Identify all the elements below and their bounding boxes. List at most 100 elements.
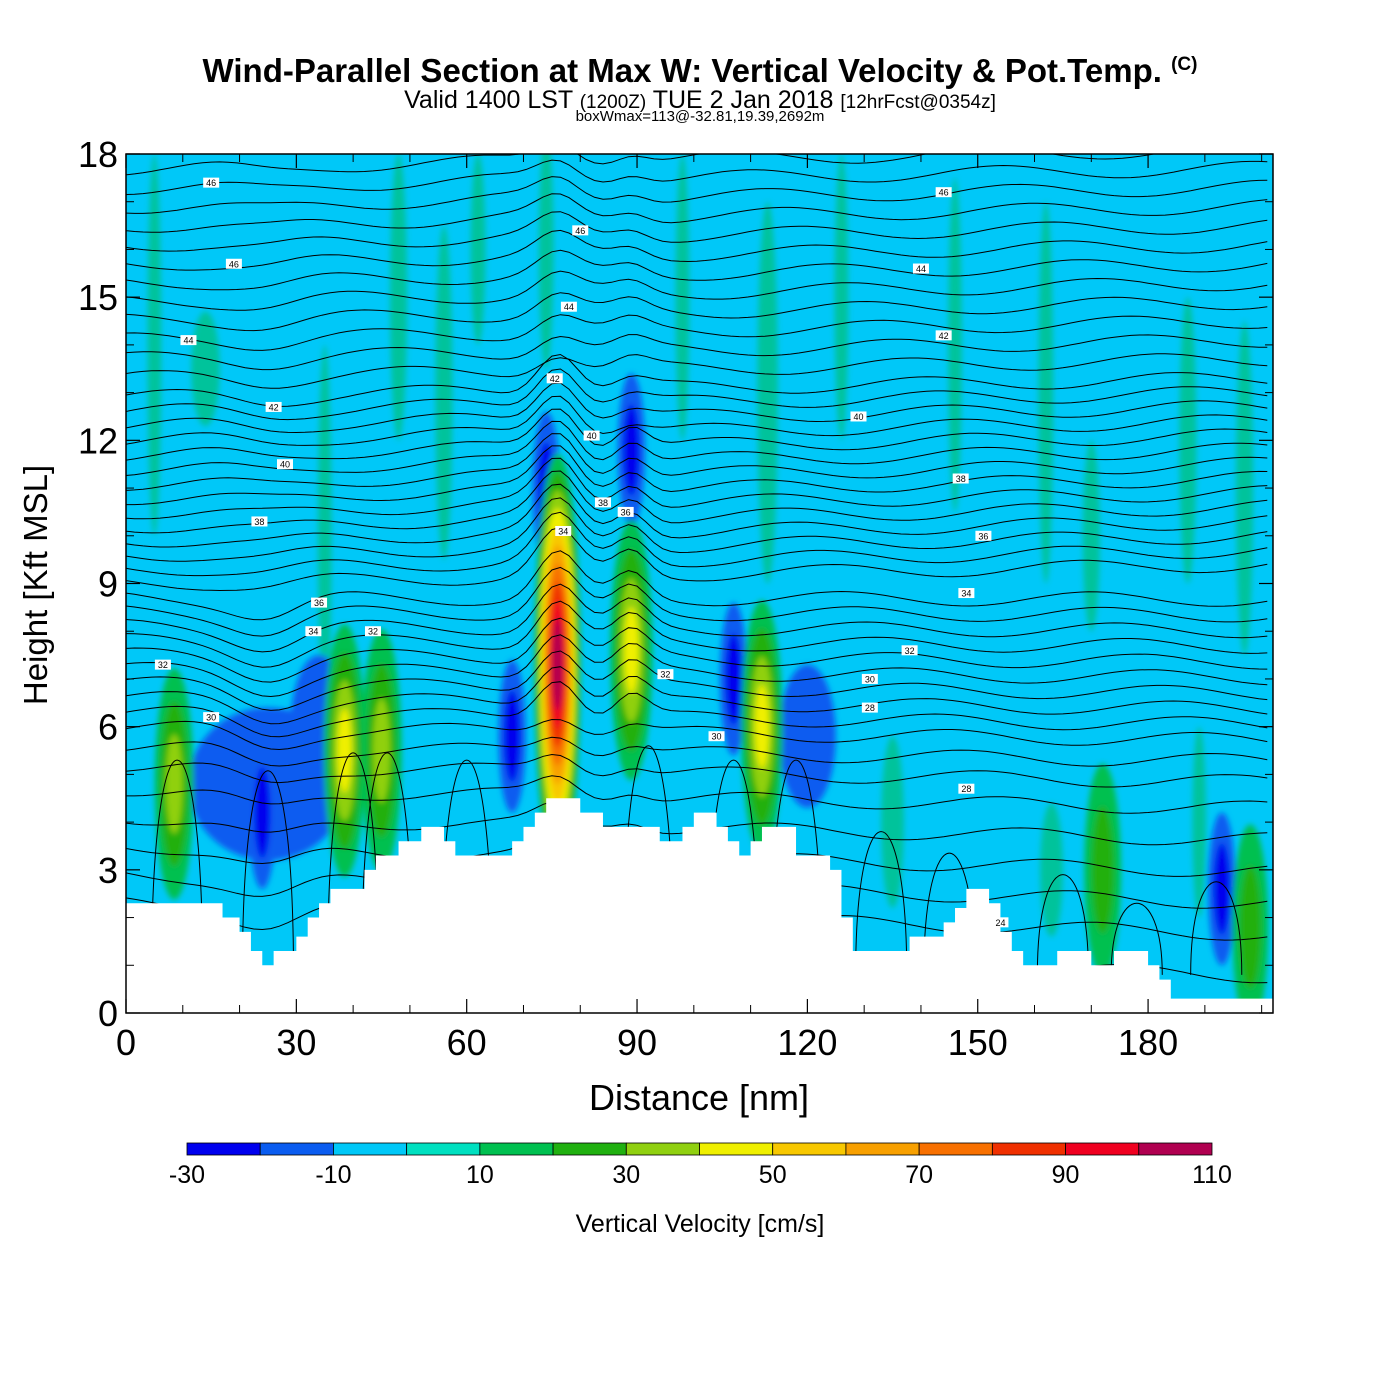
- svg-text:40: 40: [853, 412, 863, 422]
- svg-text:34: 34: [961, 589, 971, 599]
- y-tick-label: 18: [78, 134, 118, 175]
- colorbar-swatch: [918, 1142, 993, 1156]
- svg-text:34: 34: [558, 527, 568, 537]
- weak-updraft-streak: [1038, 201, 1054, 584]
- x-tick-label: 90: [617, 1022, 657, 1063]
- isentrope-line: [126, 368, 1268, 421]
- isentrope-line: [126, 292, 1268, 332]
- isentrope-line: [126, 497, 1268, 562]
- isentrope-dome: [1190, 881, 1243, 975]
- isentrope-line: [126, 249, 1268, 291]
- isentrope-dome: [241, 770, 295, 975]
- colorbar-tick-label: 50: [759, 1161, 787, 1189]
- isentrope-line: [126, 753, 1268, 788]
- colorbar-swatch: [259, 1142, 334, 1156]
- contour-label: 46: [572, 225, 589, 236]
- weak-updraft-streak: [191, 311, 220, 427]
- svg-text:44: 44: [183, 336, 193, 346]
- isentrope-line: [126, 211, 1268, 252]
- x-tick-label: 120: [777, 1022, 837, 1063]
- x-axis: 0 30 60 90 120 150 180: [116, 154, 1263, 1063]
- contour-label: 44: [180, 335, 197, 346]
- svg-text:32: 32: [368, 627, 378, 637]
- contour-label: 36: [975, 530, 992, 541]
- contour-label: 32: [657, 669, 674, 680]
- x-tick-label: 60: [447, 1022, 487, 1063]
- svg-text:38: 38: [598, 498, 608, 508]
- svg-text:40: 40: [280, 460, 290, 470]
- y-tick-label: 6: [98, 707, 118, 748]
- svg-text:42: 42: [269, 402, 279, 412]
- updraft-core: [337, 708, 352, 793]
- weak-updraft-streak: [1082, 440, 1100, 632]
- svg-text:30: 30: [712, 732, 722, 742]
- updraft-core: [1091, 806, 1114, 934]
- isentrope-dome: [1110, 902, 1163, 975]
- isentrope-line: [126, 382, 1268, 434]
- svg-text:32: 32: [660, 670, 670, 680]
- y-tick-label: 15: [78, 277, 118, 318]
- contour-label: 34: [958, 588, 975, 599]
- isentrope-line: [126, 566, 1268, 637]
- isentrope-line: [126, 718, 1268, 751]
- colorbar-swatch: [1065, 1142, 1140, 1156]
- colorbar-swatch: [186, 1142, 261, 1156]
- downdraft-core: [254, 766, 271, 859]
- weak-updraft-streak: [1192, 726, 1206, 918]
- contour-label: 36: [311, 597, 328, 608]
- colorbar-label: Vertical Velocity [cm/s]: [576, 1210, 825, 1238]
- svg-text:40: 40: [587, 431, 597, 441]
- colorbar-tick-label: -30: [169, 1161, 205, 1189]
- terrain-mask: [126, 798, 1273, 1013]
- copyright-mark: (C): [1171, 54, 1198, 75]
- downdraft-core: [623, 404, 640, 496]
- updraft-core: [1239, 865, 1262, 989]
- chart-box-info: boxWmax=113@-32.81,19.39,2692m: [575, 108, 825, 125]
- isentrope-line: [126, 681, 1268, 738]
- y-tick-label: 9: [98, 564, 118, 605]
- contour-label: 38: [251, 516, 268, 527]
- contour-label: 34: [305, 626, 322, 637]
- svg-text:44: 44: [916, 264, 926, 274]
- contour-label: 28: [958, 783, 975, 794]
- contour-label: 42: [935, 330, 952, 341]
- y-tick-label: 3: [98, 850, 118, 891]
- downdraft-core: [725, 633, 742, 725]
- weak-updraft-streak: [757, 201, 778, 584]
- y-tick-label: 0: [98, 993, 118, 1034]
- isentrope-line: [126, 353, 1268, 407]
- isentrope-line: [126, 314, 1268, 351]
- isentrope-line: [126, 193, 1268, 233]
- updraft-core: [624, 606, 639, 694]
- colorbar-swatch: [479, 1142, 554, 1156]
- weak-updraft-streak: [390, 154, 408, 441]
- contour-label: 46: [935, 187, 952, 198]
- svg-text:46: 46: [575, 226, 585, 236]
- isentrope-line: [126, 526, 1268, 592]
- isentrope-line: [126, 353, 1268, 389]
- contour-label: 24: [992, 917, 1009, 928]
- isentrope-line: [126, 270, 1268, 311]
- contour-label: 36: [617, 506, 634, 517]
- contour-label: 30: [203, 712, 220, 723]
- svg-text:30: 30: [206, 713, 216, 723]
- isentrope-line: [126, 229, 1268, 271]
- weak-updraft-streak: [1040, 803, 1063, 937]
- weak-updraft-streak: [1179, 297, 1197, 584]
- weak-updraft-streak: [881, 736, 904, 909]
- x-axis-label: Distance [nm]: [589, 1077, 809, 1118]
- colorbar-swatch: [991, 1142, 1066, 1156]
- isentrope-line: [126, 666, 1268, 725]
- contour-label: 32: [365, 626, 382, 637]
- colorbar-swatch: [625, 1142, 700, 1156]
- isentrope-dome: [855, 831, 908, 975]
- colorbar-tick-label: 110: [1192, 1161, 1232, 1189]
- isentrope-dome: [151, 759, 204, 975]
- colorbar-tick-label: 70: [905, 1161, 933, 1189]
- svg-text:24: 24: [995, 918, 1005, 928]
- svg-text:30: 30: [865, 674, 875, 684]
- chart-subtitle: Valid 1400 LST (1200Z) TUE 2 Jan 2018 [1…: [404, 86, 996, 114]
- svg-text:42: 42: [939, 331, 949, 341]
- colorbar-swatch: [845, 1142, 920, 1156]
